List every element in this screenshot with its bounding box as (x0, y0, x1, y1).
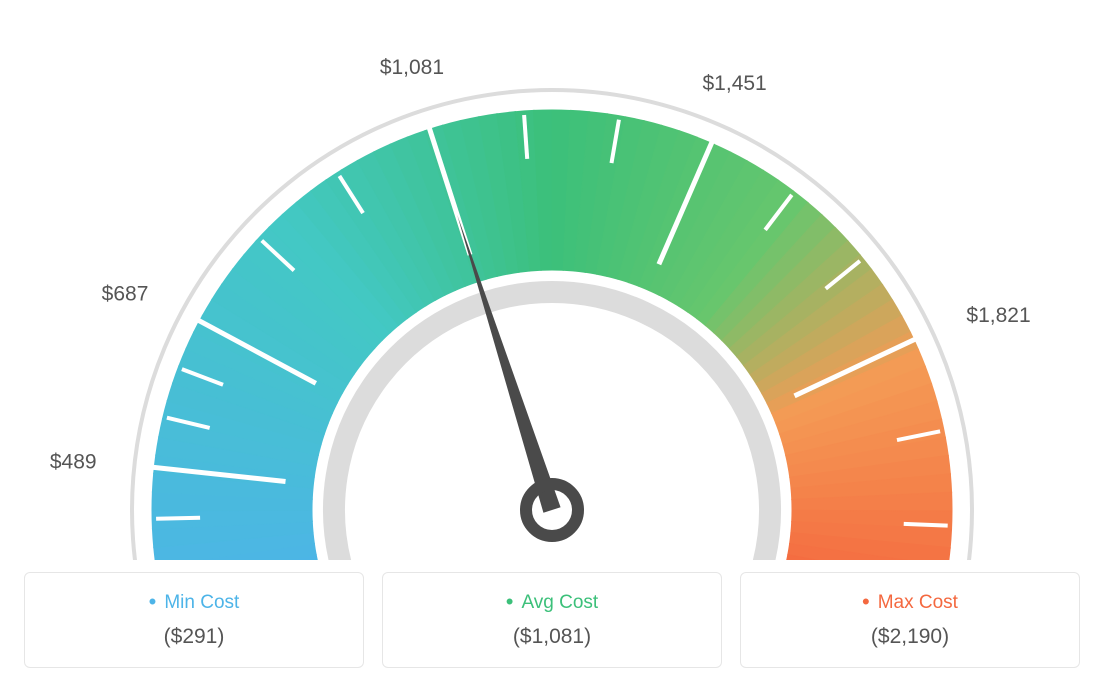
tick-label: $489 (50, 450, 97, 473)
inner-arc (334, 292, 770, 560)
legend-card-avg: Avg Cost ($1,081) (382, 572, 722, 668)
tick-label: $1,821 (966, 304, 1030, 327)
legend-value-avg: ($1,081) (383, 625, 721, 649)
tick-label: $1,451 (703, 72, 767, 95)
cost-gauge: $291$489$687$1,081$1,451$1,821$2,190 (22, 20, 1082, 560)
legend-value-min: ($291) (25, 625, 363, 649)
legend-card-max: Max Cost ($2,190) (740, 572, 1080, 668)
gauge-svg: $291$489$687$1,081$1,451$1,821$2,190 (22, 20, 1082, 560)
legend-row: Min Cost ($291) Avg Cost ($1,081) Max Co… (20, 572, 1084, 668)
tick-label: $687 (102, 283, 149, 306)
legend-title-avg: Avg Cost (383, 589, 721, 615)
legend-title-max: Max Cost (741, 589, 1079, 615)
legend-value-max: ($2,190) (741, 625, 1079, 649)
tick-label: $1,081 (380, 56, 444, 79)
legend-card-min: Min Cost ($291) (24, 572, 364, 668)
legend-title-min: Min Cost (25, 589, 363, 615)
